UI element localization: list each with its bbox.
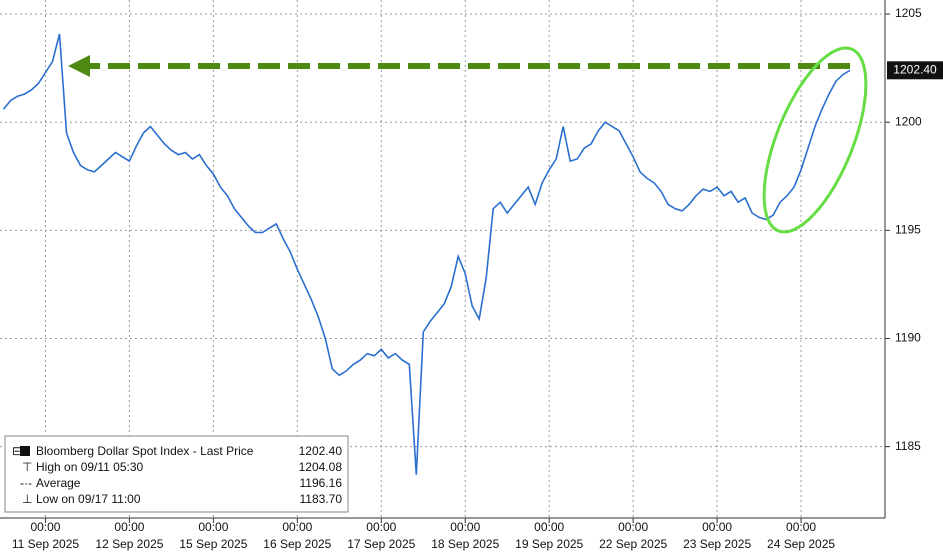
last-price-box bbox=[887, 61, 943, 80]
legend-value: 1204.08 bbox=[299, 460, 343, 474]
x-tick-date: 18 Sep 2025 bbox=[431, 537, 499, 551]
y-tick-label: 1190 bbox=[895, 331, 921, 345]
x-tick-date: 12 Sep 2025 bbox=[95, 537, 163, 551]
y-tick-label: 1205 bbox=[895, 6, 922, 20]
legend-value: 1202.40 bbox=[299, 444, 343, 458]
legend-label: Low on 09/17 11:00 bbox=[36, 492, 141, 506]
x-tick-label: 00:00 bbox=[534, 520, 564, 534]
arrow-head bbox=[68, 55, 90, 77]
legend-collapse: ⊟ bbox=[12, 444, 22, 458]
legend-value: 1196.16 bbox=[300, 476, 343, 490]
x-tick-label: 00:00 bbox=[198, 520, 228, 534]
x-tick-date: 23 Sep 2025 bbox=[683, 537, 751, 551]
x-tick-date: 24 Sep 2025 bbox=[767, 537, 835, 551]
x-tick-label: 00:00 bbox=[450, 520, 480, 534]
price-line bbox=[2, 33, 851, 475]
legend-swatch bbox=[20, 446, 30, 456]
x-tick-label: 00:00 bbox=[702, 520, 732, 534]
axes: 1185 1190 1195 1200 1205 00:00 11 Sep 2025 00:0… bbox=[12, 6, 943, 551]
x-tick-label: 00:00 bbox=[30, 520, 60, 534]
legend-value: 1183.70 bbox=[300, 492, 343, 506]
x-tick-date: 16 Sep 2025 bbox=[263, 537, 331, 551]
x-tick-date: 19 Sep 2025 bbox=[515, 537, 583, 551]
x-tick-label: 00:00 bbox=[114, 520, 144, 534]
legend: ⊟ Bloomberg Dollar Spot Index - Last Pri… bbox=[4, 435, 349, 513]
y-tick-label: 1200 bbox=[895, 114, 922, 128]
x-tick-date: 15 Sep 2025 bbox=[179, 537, 247, 551]
legend-box bbox=[4, 435, 349, 513]
legend-icon: -·- bbox=[20, 476, 32, 490]
x-tick-date: 11 Sep 2025 bbox=[12, 537, 79, 551]
legend-icon: ⊥ bbox=[22, 492, 32, 506]
last-price-label: 1202.40 bbox=[893, 62, 937, 76]
legend-icon: ⊤ bbox=[22, 460, 32, 474]
legend-label: Average bbox=[36, 476, 81, 490]
x-tick-date: 22 Sep 2025 bbox=[599, 537, 667, 551]
x-tick-label: 00:00 bbox=[786, 520, 816, 534]
legend-label: Bloomberg Dollar Spot Index - Last Price bbox=[36, 444, 254, 458]
y-tick-label: 1195 bbox=[895, 223, 921, 237]
x-tick-label: 00:00 bbox=[618, 520, 648, 534]
plot bbox=[2, 33, 851, 475]
y-tick-label: 1185 bbox=[895, 439, 921, 453]
highlight-ellipse bbox=[762, 46, 868, 234]
x-tick-label: 00:00 bbox=[366, 520, 396, 534]
annotation bbox=[68, 46, 868, 234]
x-tick-date: 17 Sep 2025 bbox=[347, 537, 415, 551]
legend-label: High on 09/11 05:30 bbox=[36, 460, 144, 474]
x-tick-label: 00:00 bbox=[282, 520, 312, 534]
